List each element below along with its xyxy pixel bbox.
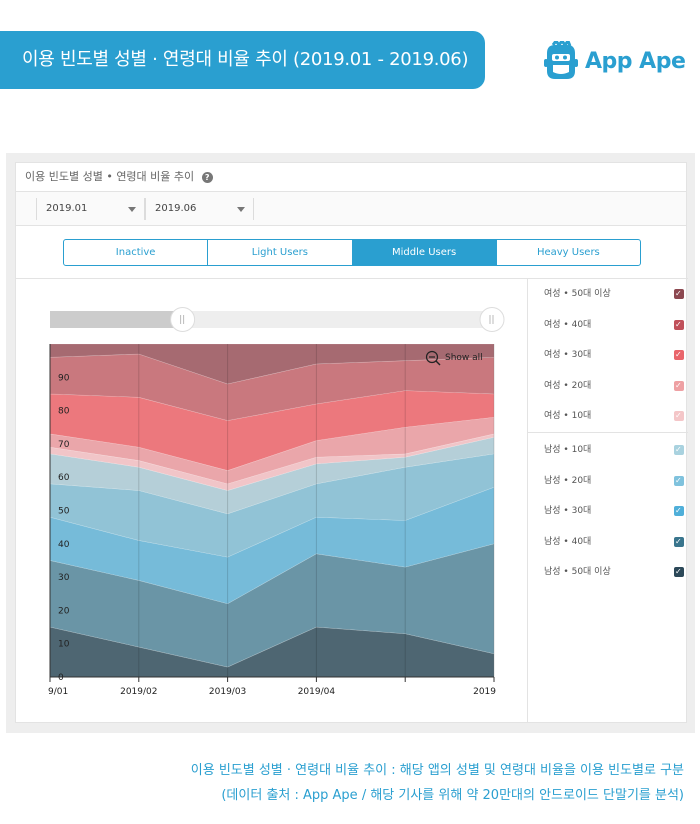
panel-header: 이용 빈도별 성별 • 연령대 비율 추이 ? (16, 163, 686, 192)
legend-item[interactable]: 여성 • 20대 (544, 376, 686, 396)
x-tick-label: 9/01 (48, 687, 68, 697)
legend-checkbox[interactable] (674, 284, 684, 304)
y-tick-label: 90 (58, 373, 70, 383)
legend-item[interactable]: 남성 • 20대 (544, 471, 686, 491)
legend-item-label: 여성 • 20대 (544, 380, 592, 391)
legend-item-label: 여성 • 30대 (544, 350, 592, 361)
x-tick-label: 2019/02 (120, 687, 157, 697)
logo-text: App Ape (585, 48, 686, 74)
legend-item-label: 여성 • 10대 (544, 411, 592, 422)
chart-area: 0 10 20 30 40 50 60 70 80 90 9/01 2019/02 2019/03 201… (16, 278, 528, 723)
user-segment-tabs: Inactive Light Users Middle Users Heavy … (63, 239, 641, 266)
legend-item[interactable]: 남성 • 40대 (544, 532, 686, 552)
x-tick-label: 2019/03 (209, 687, 246, 697)
legend-item-label: 여성 • 40대 (544, 319, 592, 330)
y-tick-label: 50 (58, 507, 70, 517)
show-all-button[interactable]: Show all (425, 350, 483, 366)
app-ape-logo: App Ape (543, 37, 686, 83)
legend-item[interactable]: 남성 • 30대 (544, 501, 686, 521)
y-tick-label: 20 (58, 606, 70, 616)
legend-checkbox[interactable] (674, 532, 684, 552)
chart-panel: 이용 빈도별 성별 • 연령대 비율 추이 ? 2019.01 2019.06 … (15, 162, 688, 723)
page-title-banner: 이용 빈도별 성별 · 연령대 비율 추이 (2019.01 - 2019.06… (0, 31, 485, 89)
y-tick-label: 30 (58, 573, 70, 583)
chevron-down-icon (128, 207, 136, 212)
legend-item-label: 남성 • 20대 (544, 475, 592, 486)
legend-item[interactable]: 남성 • 10대 (544, 440, 686, 460)
ape-mascot-icon (543, 37, 579, 81)
caption-line-1: 이용 빈도별 성별 · 연령대 비율 추이 : 해당 앱의 성별 및 연령대 비… (190, 763, 684, 778)
legend-item[interactable]: 여성 • 10대 (544, 406, 686, 426)
start-date-select[interactable]: 2019.01 (36, 198, 145, 220)
legend-item-label: 남성 • 40대 (544, 536, 592, 547)
date-range-row: 2019.01 2019.06 (16, 192, 686, 226)
zoom-out-icon (425, 350, 439, 364)
legend-item[interactable]: 여성 • 40대 (544, 315, 686, 335)
x-tick-label: 2019/04 (298, 687, 336, 697)
legend-checkbox[interactable] (674, 440, 684, 460)
area-series-9 (49, 343, 495, 385)
range-slider-excluded (50, 311, 183, 328)
legend-checkbox[interactable] (674, 471, 684, 491)
caption-line-2: (데이터 출처 : App Ape / 해당 기사를 위해 약 20만대의 안드… (221, 788, 684, 803)
show-all-label: Show all (445, 353, 483, 363)
tab-heavy-users[interactable]: Heavy Users (536, 247, 600, 258)
y-tick-label: 60 (58, 473, 70, 483)
legend-checkbox[interactable] (674, 345, 684, 365)
chart-legend: 여성 • 50대 이상여성 • 40대여성 • 30대여성 • 20대여성 • … (528, 278, 688, 723)
end-date-select[interactable]: 2019.06 (145, 198, 254, 220)
panel-title: 이용 빈도별 성별 • 연령대 비율 추이 (25, 170, 195, 183)
legend-checkbox[interactable] (674, 562, 684, 582)
tab-light-users[interactable]: Light Users (208, 240, 353, 265)
y-tick-label: 40 (58, 540, 70, 550)
legend-item-label: 여성 • 50대 이상 (544, 289, 611, 299)
legend-checkbox[interactable] (674, 501, 684, 521)
range-slider-start-handle[interactable] (170, 307, 196, 332)
start-date-value: 2019.01 (46, 203, 88, 214)
legend-item[interactable]: 남성 • 50대 이상 (544, 562, 686, 582)
end-date-value: 2019.06 (155, 203, 197, 214)
legend-divider (528, 432, 688, 433)
x-tick-label: 2019 (473, 687, 496, 697)
legend-item[interactable]: 여성 • 50대 이상 (544, 284, 686, 304)
chevron-down-icon (237, 207, 245, 212)
y-tick-label: 70 (58, 440, 70, 450)
legend-checkbox[interactable] (674, 406, 684, 426)
legend-item-label: 남성 • 50대 이상 (544, 567, 611, 578)
range-slider-end-handle[interactable] (479, 307, 505, 332)
stacked-area-chart: 0 10 20 30 40 50 60 70 80 90 9/01 2019/02 2019/03 201… (48, 307, 505, 697)
legend-item-label: 남성 • 10대 (544, 445, 592, 455)
figure-caption: 이용 빈도별 성별 · 연령대 비율 추이 : 해당 앱의 성별 및 연령대 비… (191, 758, 684, 808)
y-tick-label: 10 (58, 640, 70, 650)
question-circle-icon[interactable]: ? (201, 171, 213, 183)
y-tick-label: 0 (58, 673, 64, 683)
tab-inactive[interactable]: Inactive (64, 240, 209, 265)
legend-checkbox[interactable] (674, 376, 684, 396)
legend-item-label: 남성 • 30대 (544, 506, 592, 517)
tab-middle-users[interactable]: Middle Users (352, 240, 497, 265)
zoom-out-icon-handle (435, 360, 441, 366)
legend-checkbox[interactable] (674, 315, 684, 335)
y-tick-label: 80 (58, 407, 70, 417)
legend-item[interactable]: 여성 • 30대 (544, 345, 686, 365)
